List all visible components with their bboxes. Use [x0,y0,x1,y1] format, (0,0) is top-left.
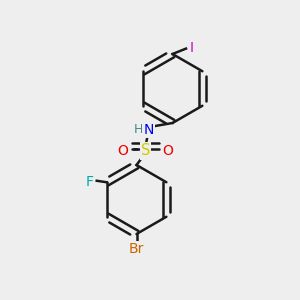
Text: O: O [163,144,173,158]
Text: I: I [189,41,194,55]
Text: F: F [85,175,93,189]
Text: N: N [143,123,154,137]
Text: O: O [118,144,128,158]
Text: H: H [134,123,144,136]
Text: S: S [141,143,150,158]
Text: Br: Br [129,242,144,256]
